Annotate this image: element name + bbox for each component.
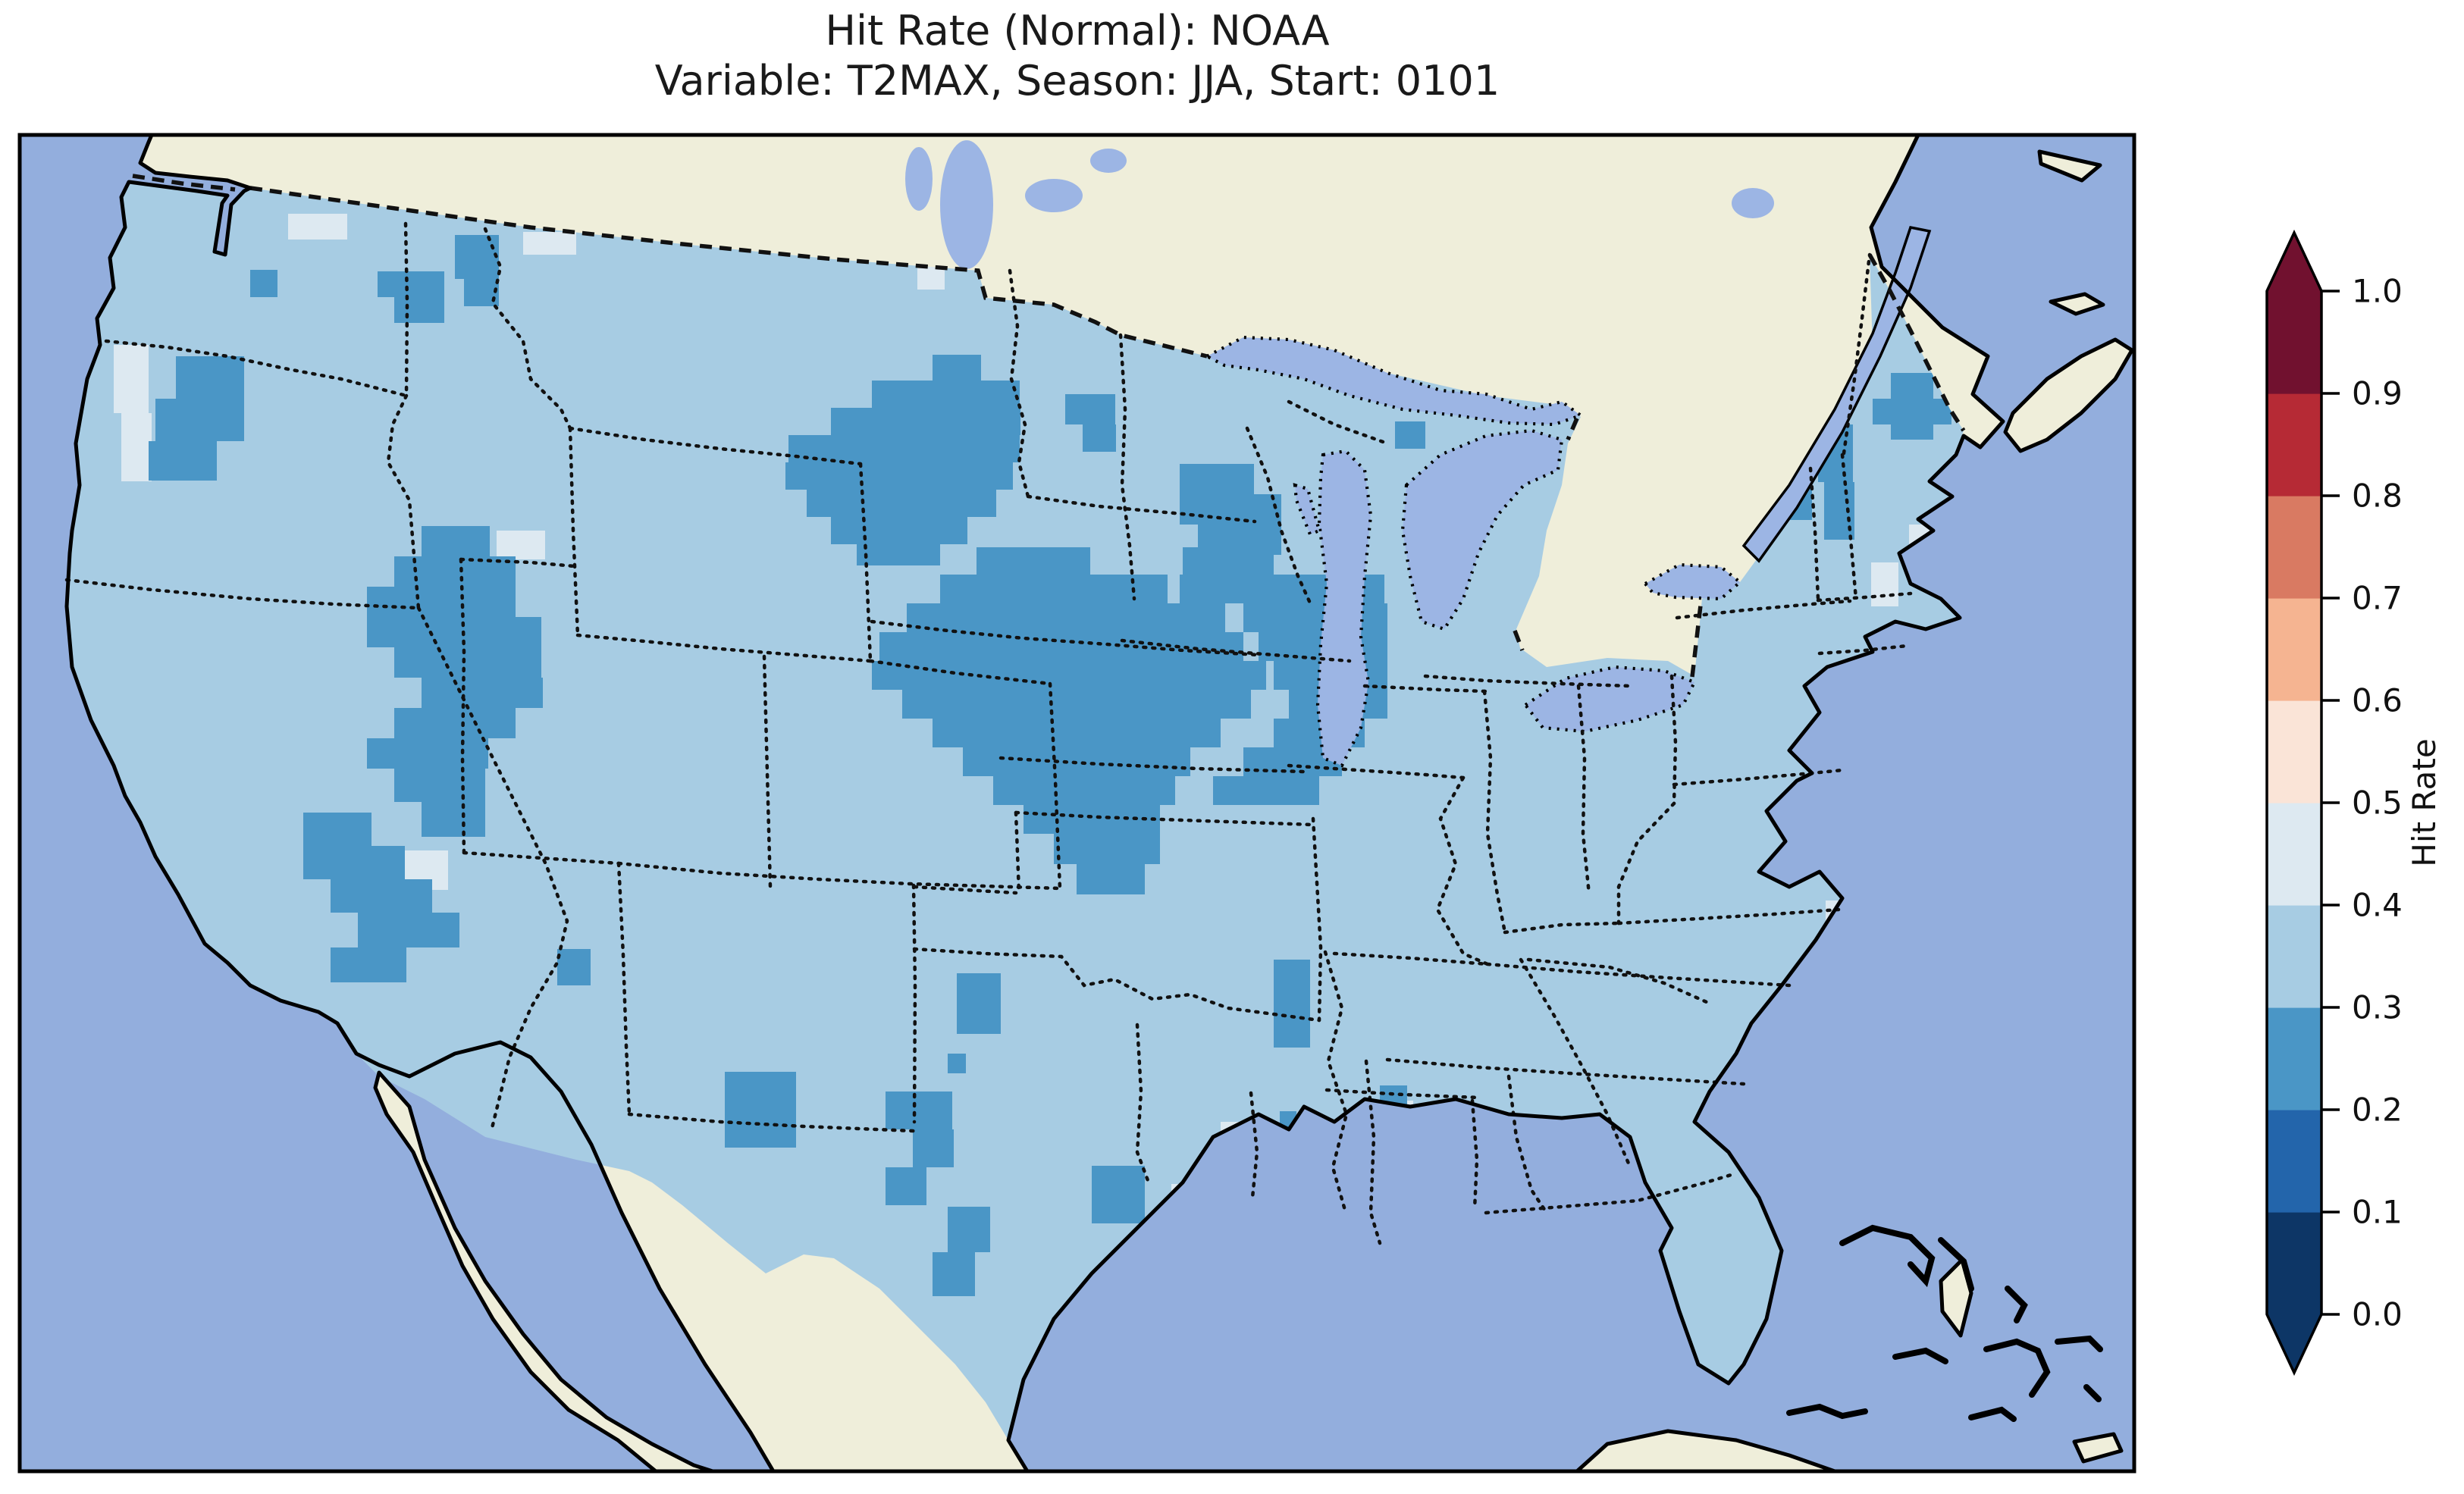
colorbar-tick-label: 0.1	[2352, 1194, 2403, 1231]
colorbar-tick-label: 0.9	[2352, 375, 2403, 412]
colorbar-axis-label: Hit Rate	[2406, 738, 2443, 866]
colorbar-extend-over-arrow	[2267, 233, 2321, 291]
colorbar-tick-label: 0.6	[2352, 682, 2403, 719]
colorbar-tick-label: 0.8	[2352, 478, 2403, 515]
chart-subtitle: Variable: T2MAX, Season: JJA, Start: 010…	[654, 57, 1500, 105]
colorbar-tick-label: 0.4	[2352, 887, 2403, 924]
canadian-lakes	[905, 140, 1774, 269]
colorbar-tick-labels: 0.0 0.1 0.2 0.3 0.4 0.5 0.6 0.7 0.8 0.9 1.0	[2352, 273, 2403, 1333]
state-borders-dotted	[64, 221, 1913, 1245]
colorbar-tick-label: 0.0	[2352, 1296, 2403, 1333]
colorbar-tick-label: 0.5	[2352, 785, 2403, 822]
island-outlines	[1786, 1224, 2103, 1422]
chart-title: Hit Rate (Normal): NOAA	[825, 7, 1330, 55]
colorbar-tick-label: 1.0	[2352, 273, 2403, 310]
map-frame	[17, 133, 2136, 1474]
chart-title-block: Hit Rate (Normal): NOAA Variable: T2MAX,…	[20, 0, 2135, 106]
hit-rate-cells-0p2-0p3	[149, 235, 1951, 1296]
colorbar-tick-label: 0.7	[2352, 580, 2403, 617]
colorbar-ticks	[2321, 290, 2340, 1316]
colorbar-extend-under-arrow	[2267, 1314, 2321, 1373]
great-lakes	[1203, 225, 1932, 768]
coastlines	[64, 135, 2134, 1471]
international-borders-dashed	[132, 174, 1966, 678]
colorbar-tick-label: 0.2	[2352, 1092, 2403, 1129]
colorbar-segments	[2267, 291, 2321, 1315]
colorbar-tick-label: 0.3	[2352, 989, 2403, 1026]
